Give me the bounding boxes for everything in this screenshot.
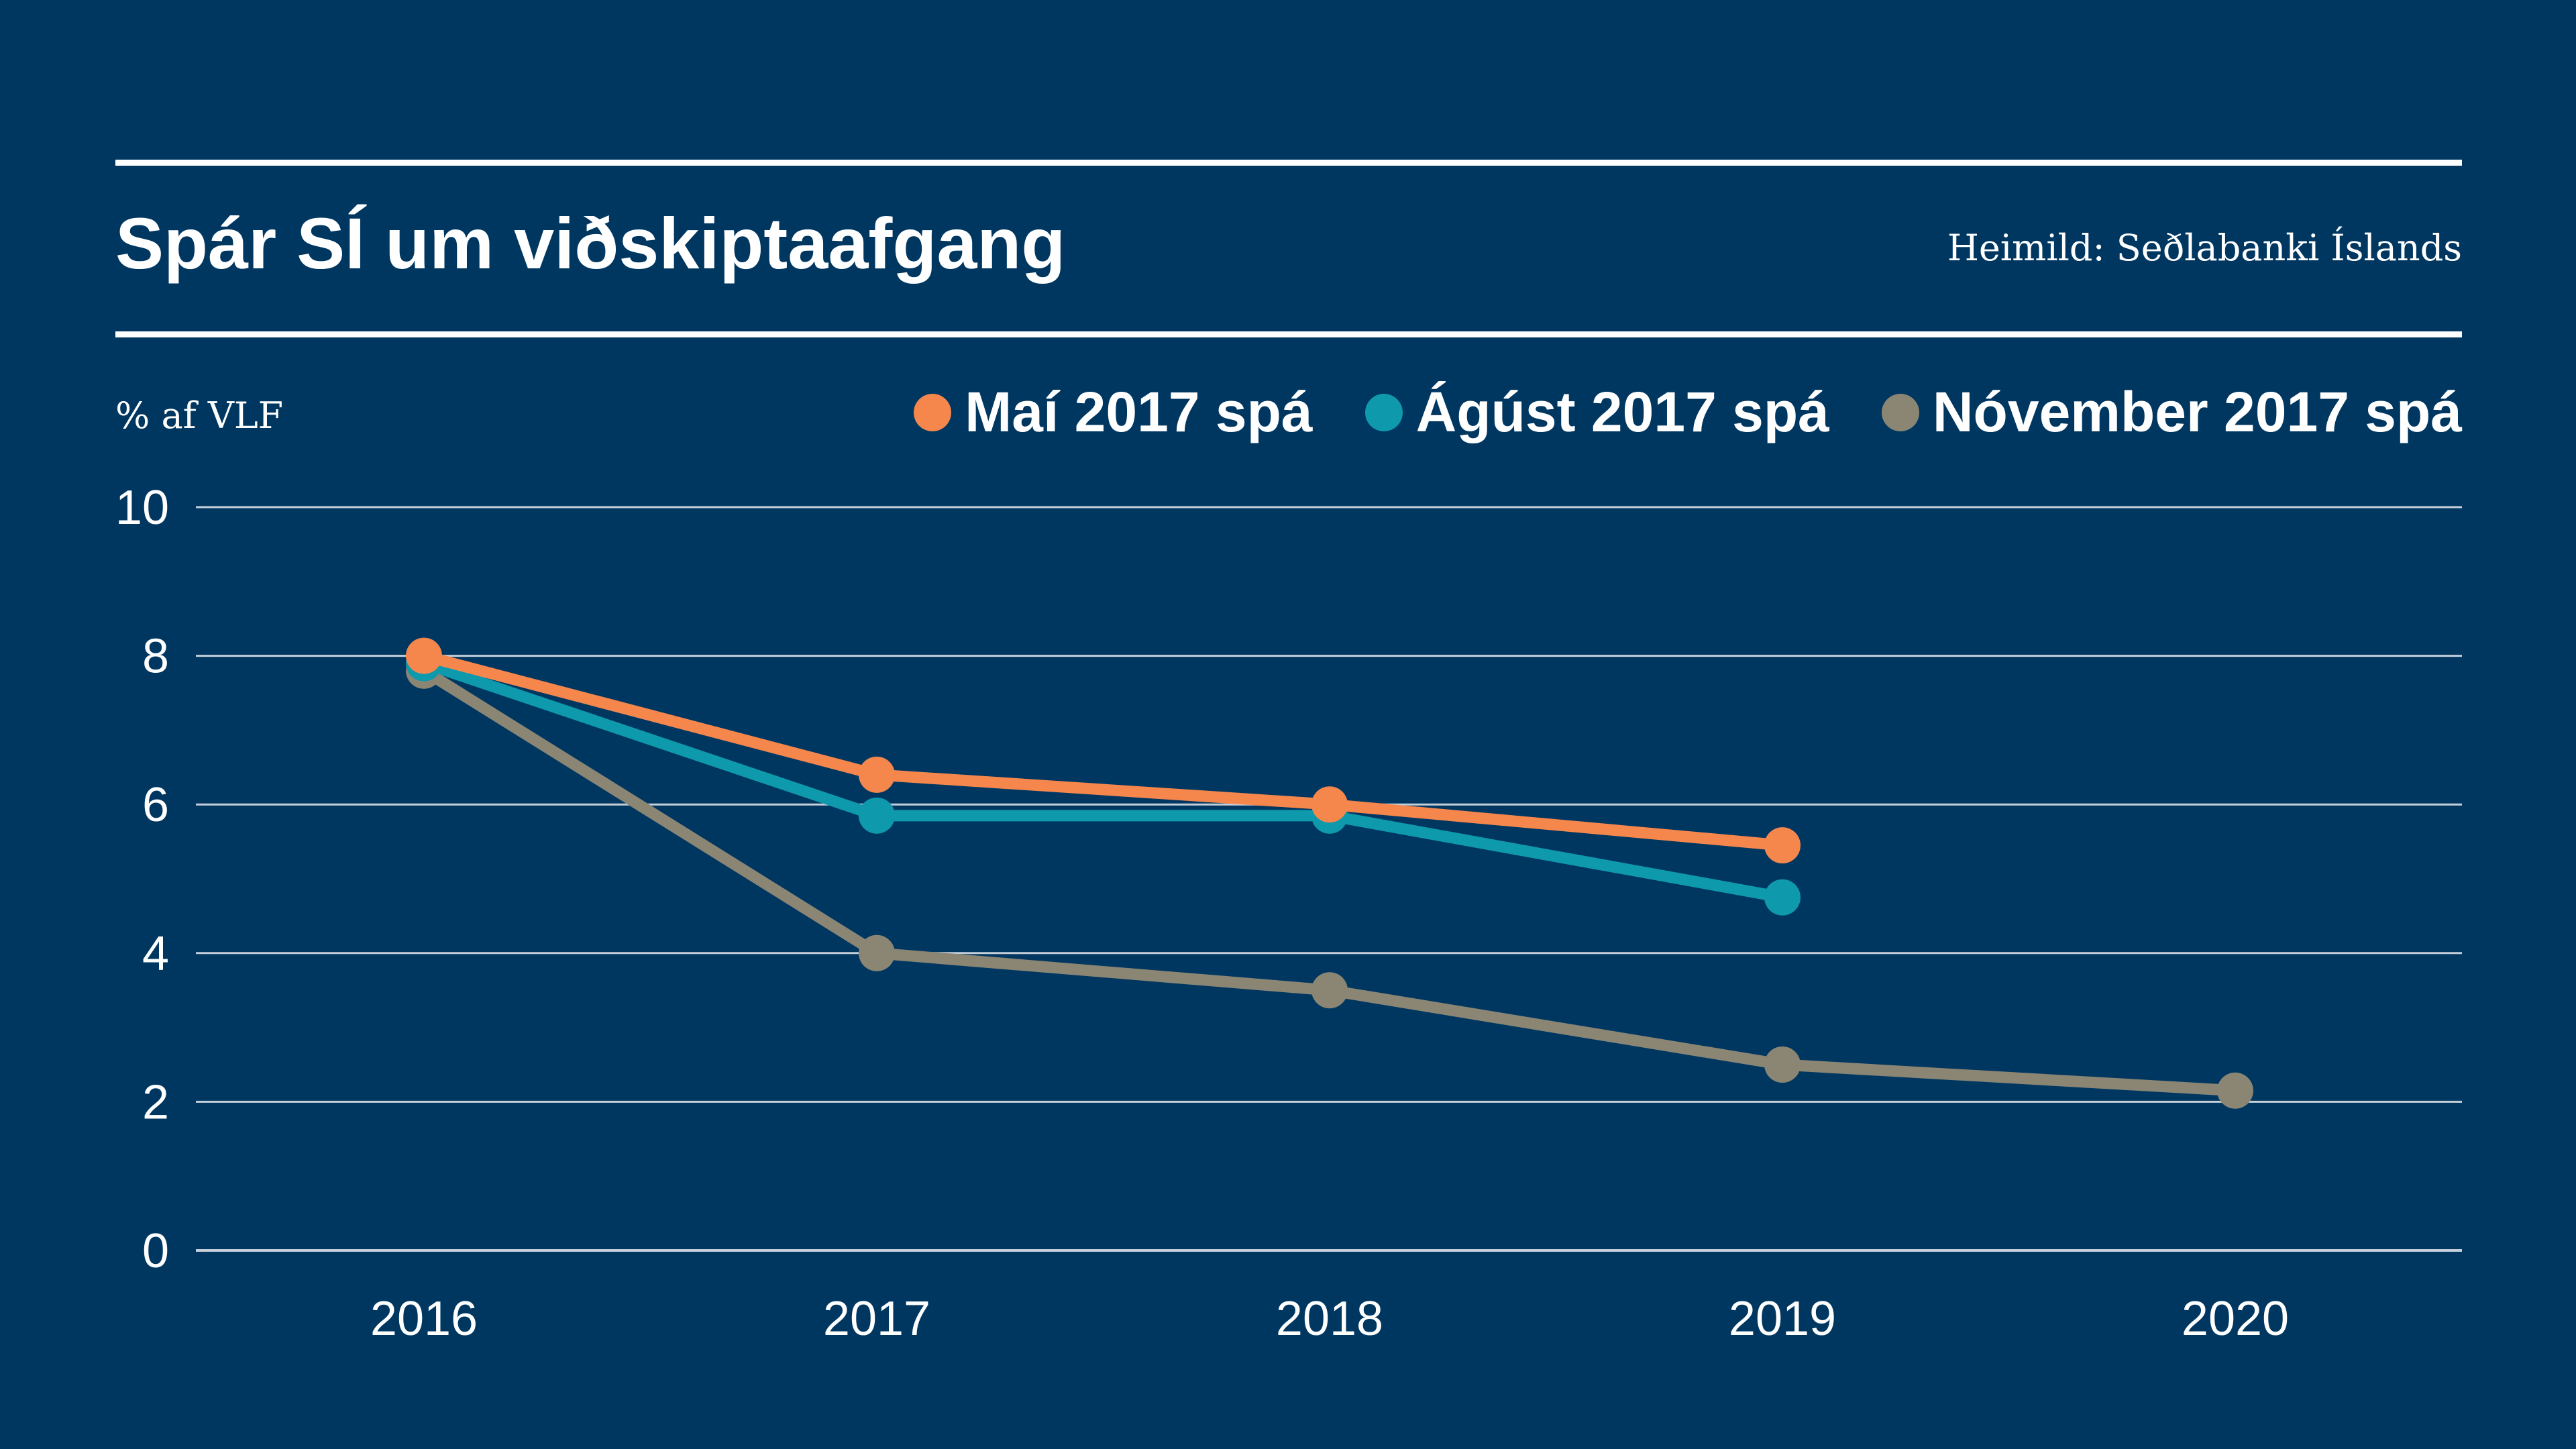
legend-marker-november: [1881, 393, 1919, 431]
series-line-agust: [418, 657, 1788, 904]
gridlines: [196, 506, 2462, 1252]
legend-label-november: Nóvember 2017 spá: [1932, 380, 2462, 443]
legend-item-agust: Ágúst 2017 spá: [1364, 380, 1829, 445]
legend-label-mai: Maí 2017 spá: [965, 380, 1313, 443]
y-axis-unit-label: % af VLF: [115, 394, 284, 437]
series-november: [406, 652, 2253, 1109]
point-november-2020: [2217, 1072, 2253, 1109]
x-tick-label-2018: 2018: [1276, 1292, 1383, 1346]
y-tick-label-10: 10: [115, 481, 169, 535]
x-tick-label-2020: 2020: [2182, 1292, 2289, 1346]
point-mai-2017: [859, 756, 895, 793]
series-line-november: [418, 665, 2241, 1097]
legend-label-agust: Ágúst 2017 spá: [1415, 380, 1829, 443]
y-tick-label-0: 0: [142, 1224, 169, 1278]
point-november-2018: [1311, 972, 1348, 1009]
legend-item-mai: Maí 2017 spá: [914, 380, 1313, 445]
y-tick-label-6: 6: [142, 778, 169, 832]
point-agust-2019: [1764, 879, 1801, 916]
y-tick-label-8: 8: [142, 630, 169, 684]
point-mai-2016: [406, 637, 442, 674]
header-top-rule: [115, 160, 2462, 166]
y-tick-label-2: 2: [142, 1075, 169, 1129]
point-mai-2018: [1311, 786, 1348, 823]
legend: Maí 2017 spá Ágúst 2017 spá Nóvember 201…: [914, 380, 2462, 445]
y-tick-label-4: 4: [142, 927, 169, 981]
y-axis-ticks: 0 2 4 6 8 10: [115, 481, 169, 1278]
x-axis-ticks: 2016 2017 2018 2019 2020: [370, 1292, 2289, 1346]
point-agust-2017: [859, 797, 895, 834]
x-tick-label-2016: 2016: [370, 1292, 478, 1346]
legend-marker-mai: [914, 393, 952, 431]
series-line-mai: [418, 650, 1788, 851]
legend-item-november: Nóvember 2017 spá: [1881, 380, 2462, 445]
series-lines: [406, 637, 2253, 1109]
point-mai-2019: [1764, 827, 1801, 864]
series-mai: [406, 637, 1801, 864]
x-tick-label-2017: 2017: [823, 1292, 930, 1346]
x-tick-label-2019: 2019: [1729, 1292, 1836, 1346]
source-note: Heimild: Seðlabanki Íslands: [1947, 227, 2462, 269]
point-november-2019: [1764, 1046, 1801, 1083]
header-bottom-rule: [115, 331, 2462, 337]
legend-marker-agust: [1364, 393, 1403, 431]
chart-title: Spár SÍ um viðskiptaafgang: [115, 203, 1066, 284]
series-agust: [406, 645, 1801, 916]
point-november-2017: [859, 934, 895, 971]
